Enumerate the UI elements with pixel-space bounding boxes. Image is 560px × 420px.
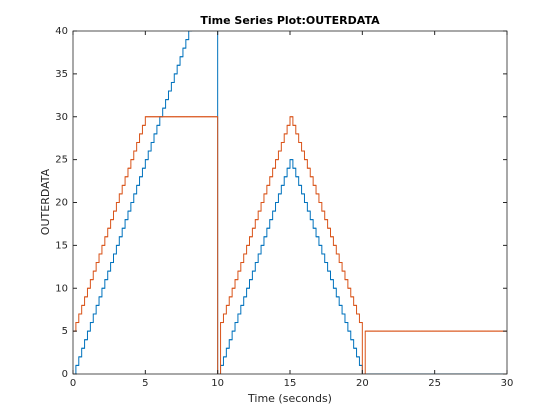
y-tick-label: 35 <box>55 69 68 80</box>
x-tick-label: 25 <box>428 378 441 389</box>
y-tick-label: 40 <box>55 26 68 37</box>
series-group <box>73 31 507 374</box>
x-axis-label: Time (seconds) <box>247 392 332 405</box>
y-tick-label: 30 <box>55 112 68 123</box>
plot-area <box>73 31 507 374</box>
step-risers <box>73 116 507 374</box>
y-tick-label: 0 <box>62 369 68 380</box>
y-tick-label: 10 <box>55 283 68 294</box>
y-tick-label: 20 <box>55 198 68 209</box>
y-axis-label: OUTERDATA <box>39 168 52 235</box>
step-risers <box>73 31 507 374</box>
y-tick-label: 5 <box>62 326 68 337</box>
x-tick-label: 10 <box>211 378 224 389</box>
x-tick-label: 20 <box>356 378 369 389</box>
y-tick-label: 25 <box>55 155 68 166</box>
y-tick-label: 15 <box>55 240 68 251</box>
axes-box <box>72 30 508 375</box>
chart-title: Time Series Plot:OUTERDATA <box>200 14 380 27</box>
x-tick-label: 15 <box>284 378 297 389</box>
x-tick-label: 30 <box>501 378 514 389</box>
x-tick-label: 5 <box>142 378 148 389</box>
x-tick-label: 0 <box>70 378 76 389</box>
